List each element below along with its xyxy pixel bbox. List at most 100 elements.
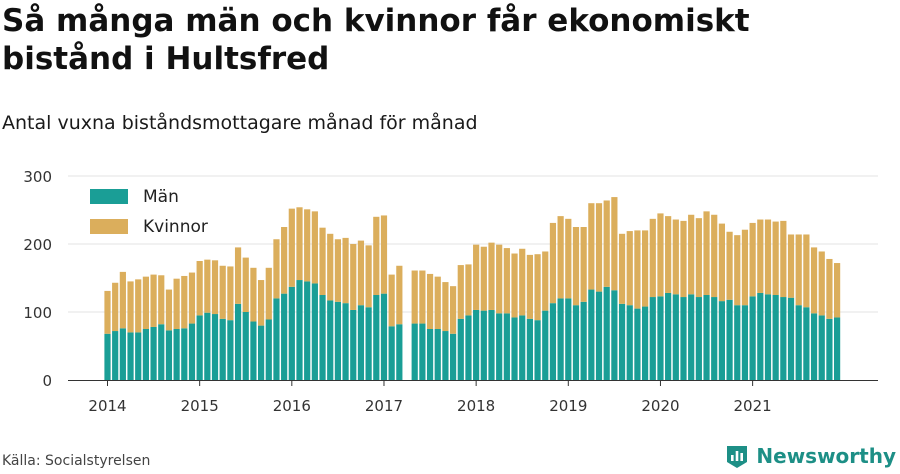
bar-man — [450, 333, 457, 380]
bar-man — [703, 295, 710, 380]
bar-man — [181, 328, 188, 380]
bar-woman — [549, 222, 557, 304]
bar-woman — [296, 207, 303, 281]
bar-woman — [810, 247, 818, 314]
x-tick-label: 2021 — [734, 397, 772, 415]
brand-name: Newsworthy — [756, 444, 896, 468]
bar-man — [542, 310, 549, 380]
x-tick-label: 2014 — [88, 397, 126, 415]
bar-woman — [411, 270, 418, 324]
bar-woman — [749, 222, 756, 297]
bar-man — [734, 305, 741, 380]
bar-woman — [649, 218, 656, 298]
bar-woman — [165, 289, 173, 331]
bar-woman — [419, 270, 426, 324]
bar-man — [496, 313, 503, 380]
bar-man — [273, 298, 280, 380]
bar-man — [342, 303, 349, 380]
x-tick-label: 2020 — [641, 397, 679, 415]
bar-man — [726, 299, 733, 380]
bar-woman — [135, 279, 142, 333]
bar-man — [588, 289, 595, 380]
bar-woman — [181, 275, 188, 329]
bar-woman — [142, 276, 149, 329]
bar-woman — [642, 230, 649, 307]
bar-man — [104, 333, 111, 380]
bar-man — [219, 318, 226, 380]
bar-man — [572, 305, 580, 380]
bar-man — [803, 307, 810, 380]
bar-woman — [711, 214, 718, 298]
bar-woman — [196, 261, 203, 316]
bar-woman — [250, 267, 257, 322]
bar-man — [419, 323, 426, 380]
bar-man — [711, 297, 718, 380]
bar-woman — [426, 273, 434, 329]
bar-man — [119, 328, 126, 380]
bar-man — [642, 306, 649, 380]
bar-man — [657, 296, 664, 380]
bar-woman — [373, 216, 380, 295]
bar-man — [649, 297, 656, 380]
bar-woman — [741, 229, 749, 306]
bar-man — [834, 317, 841, 380]
bar-man — [173, 329, 180, 380]
bar-woman — [219, 265, 226, 319]
bar-woman — [473, 244, 480, 310]
bar-woman — [480, 246, 487, 311]
bar-man — [135, 332, 142, 380]
bar-woman — [818, 251, 825, 316]
bar-man — [150, 326, 157, 380]
bar-man — [519, 315, 526, 380]
bar-woman — [565, 218, 572, 299]
bar-woman — [434, 276, 441, 329]
bar-woman — [718, 223, 725, 302]
bar-woman — [680, 220, 687, 298]
bar-man — [595, 291, 603, 380]
bar-woman — [688, 214, 695, 295]
bar-woman — [657, 213, 664, 297]
bar-woman — [534, 254, 541, 321]
bar-man — [511, 317, 518, 380]
chart-subtitle: Antal vuxna biståndsmottagare månad för … — [2, 112, 478, 134]
bar-woman — [127, 281, 134, 333]
legend-label: Kvinnor — [143, 217, 208, 237]
bar-woman — [204, 259, 211, 313]
bar-man — [473, 309, 480, 380]
bar-man — [304, 281, 311, 380]
bar-man — [526, 318, 533, 380]
bar-woman — [227, 266, 234, 321]
bar-woman — [618, 233, 626, 304]
bar-man — [772, 295, 779, 380]
bar-woman — [503, 248, 510, 314]
bar-man — [411, 323, 418, 380]
bar-woman — [119, 271, 126, 329]
bar-woman — [112, 282, 119, 332]
bar-woman — [834, 263, 841, 318]
bar-woman — [803, 234, 810, 308]
bar-man — [757, 292, 764, 380]
brand-logo[interactable]: Newsworthy — [724, 441, 896, 471]
bar-man — [503, 313, 510, 380]
newsworthy-logo-icon — [727, 446, 748, 468]
bar-man — [549, 303, 557, 380]
bar-man — [426, 329, 434, 380]
bar-woman — [595, 203, 603, 292]
bar-woman — [288, 208, 295, 287]
bar-woman — [334, 239, 341, 302]
bar-woman — [188, 272, 196, 324]
bar-woman — [734, 235, 741, 306]
bar-man — [618, 303, 626, 380]
bar-woman — [465, 264, 472, 316]
bar-man — [480, 310, 487, 380]
bar-woman — [557, 216, 564, 299]
bar-woman — [396, 265, 403, 325]
bar-man — [787, 297, 795, 380]
bar-man — [534, 320, 541, 380]
bar-man — [250, 321, 257, 380]
bar-man — [826, 318, 833, 380]
bar-man — [365, 307, 372, 380]
bar-woman — [234, 247, 242, 304]
bar-woman — [511, 253, 518, 318]
bar-woman — [242, 257, 249, 312]
